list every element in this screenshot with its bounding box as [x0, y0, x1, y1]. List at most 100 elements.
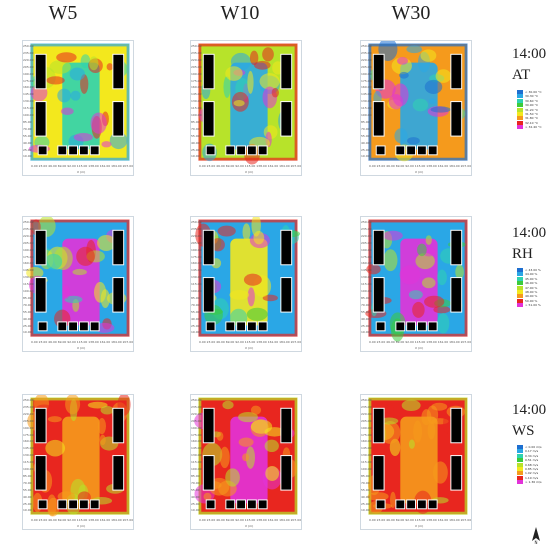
legend-swatch [517, 453, 523, 458]
building-footprint [203, 230, 214, 265]
building-footprint [247, 322, 256, 331]
contour-blob [225, 66, 243, 81]
y-tick-label: 40.00 [191, 316, 200, 321]
legend-label: 0.34 m/s [525, 453, 539, 458]
contour-blob [247, 70, 254, 94]
contour-blob [259, 73, 280, 90]
contour-blob [443, 413, 451, 434]
y-tick-label: 10.00 [191, 508, 200, 513]
contour-blob [262, 47, 274, 62]
contour-blob [262, 294, 278, 302]
contour-blob [223, 76, 231, 98]
contour-blob [425, 235, 432, 245]
building-footprint [90, 500, 99, 509]
heatmap-canvas [191, 395, 301, 529]
contour-blob [80, 74, 89, 94]
contour-blob [217, 225, 236, 237]
legend-swatch [517, 125, 523, 130]
y-tick-label: 55.00 [191, 487, 200, 492]
building-footprint [203, 408, 214, 443]
y-tick-label: 40.00 [361, 494, 370, 499]
building-footprint [451, 102, 462, 136]
contour-blob [408, 439, 415, 449]
contour-blob [100, 405, 114, 415]
heatmap-canvas [361, 395, 471, 529]
contour-blob [271, 87, 279, 98]
legend-swatch [517, 445, 523, 449]
legend-swatch [517, 458, 523, 463]
y-tick-label: 250.00 [23, 44, 34, 48]
contour-blob [242, 453, 250, 462]
row-time: 14:00 [512, 402, 547, 418]
y-tick-label: 100.00 [361, 467, 372, 471]
y-tick-label: 130.00 [361, 453, 372, 458]
legend-label: 0.68 m/s [525, 462, 539, 467]
contour-blob [70, 90, 81, 101]
y-tick-label: 10.00 [361, 508, 370, 513]
contour-blob [60, 107, 74, 115]
y-tick-label: 70.00 [23, 480, 32, 485]
y-tick-label: 55.00 [23, 133, 32, 138]
y-tick-label: 40.00 [23, 316, 32, 321]
building-footprint [281, 102, 292, 136]
contour-blob [417, 243, 427, 257]
building-footprint [376, 322, 385, 331]
y-tick-label: 235.00 [23, 50, 34, 55]
legend-label: 0.17 m/s [525, 449, 539, 454]
building-footprint [58, 500, 67, 509]
y-tick-label: 115.00 [23, 282, 34, 287]
contour-blob [233, 99, 245, 107]
y-tick-label: 175.00 [191, 254, 202, 259]
building-footprint [417, 146, 426, 155]
y-tick-label: 205.00 [191, 64, 202, 69]
x-tick-labels: 0.00 23.00 46.00 69.00 92.00 115.00 138.… [369, 340, 472, 344]
contour-blob [415, 253, 435, 270]
legend-swatch [517, 281, 523, 286]
building-footprint [396, 500, 405, 509]
contour-blob [399, 71, 409, 79]
contour-blob [246, 307, 268, 321]
y-tick-label: 40.00 [23, 494, 32, 499]
building-footprint [237, 146, 246, 155]
x-axis-name: X (m) [77, 170, 86, 174]
legend-swatch [517, 116, 523, 121]
contour-blob [254, 60, 271, 70]
contour-blob [72, 268, 87, 276]
y-tick-label: 100.00 [191, 467, 202, 471]
x-tick-labels: 0.00 23.00 46.00 69.00 92.00 115.00 138.… [31, 164, 134, 168]
y-tick-label: 25.00 [191, 501, 200, 506]
heatmap-canvas [191, 41, 301, 175]
y-tick-label: 160.00 [361, 261, 372, 266]
y-tick-label: 205.00 [361, 64, 372, 69]
contour-blob [47, 497, 60, 517]
contour-blob [69, 67, 86, 81]
contour-blob [396, 57, 409, 65]
x-axis-name: X (m) [415, 346, 424, 350]
contour-blob [421, 277, 436, 289]
contour-blob [379, 421, 401, 444]
y-tick-label: 145.00 [361, 268, 372, 273]
y-tick-label: 190.00 [361, 71, 372, 76]
y-tick-label: 205.00 [23, 418, 34, 423]
building-footprint [113, 408, 124, 443]
courtyard-zone [62, 416, 100, 504]
building-footprint [407, 500, 416, 509]
contour-blob [399, 265, 421, 285]
contour-blob [394, 128, 408, 144]
row-label-ws: 14:00 WS [512, 400, 546, 442]
building-footprint [69, 500, 78, 509]
x-axis-name: X (m) [245, 524, 254, 528]
building-footprint [373, 456, 384, 490]
y-tick-label: 10.00 [191, 330, 200, 335]
contour-blob [216, 431, 224, 441]
x-axis-name: X (m) [245, 346, 254, 350]
contour-blob [62, 285, 70, 299]
y-tick-label: 25.00 [23, 501, 32, 506]
building-footprint [69, 146, 78, 155]
y-tick-label: 190.00 [191, 71, 202, 76]
legend-air-temperature: < 30.00 °C 30.30 °C 30.60 °C 30.90 °C 31.20 … [517, 90, 547, 130]
y-tick-label: 85.00 [23, 119, 32, 124]
contour-blob [101, 141, 112, 148]
contour-blob [380, 417, 399, 425]
y-tick-label: 175.00 [361, 254, 372, 259]
